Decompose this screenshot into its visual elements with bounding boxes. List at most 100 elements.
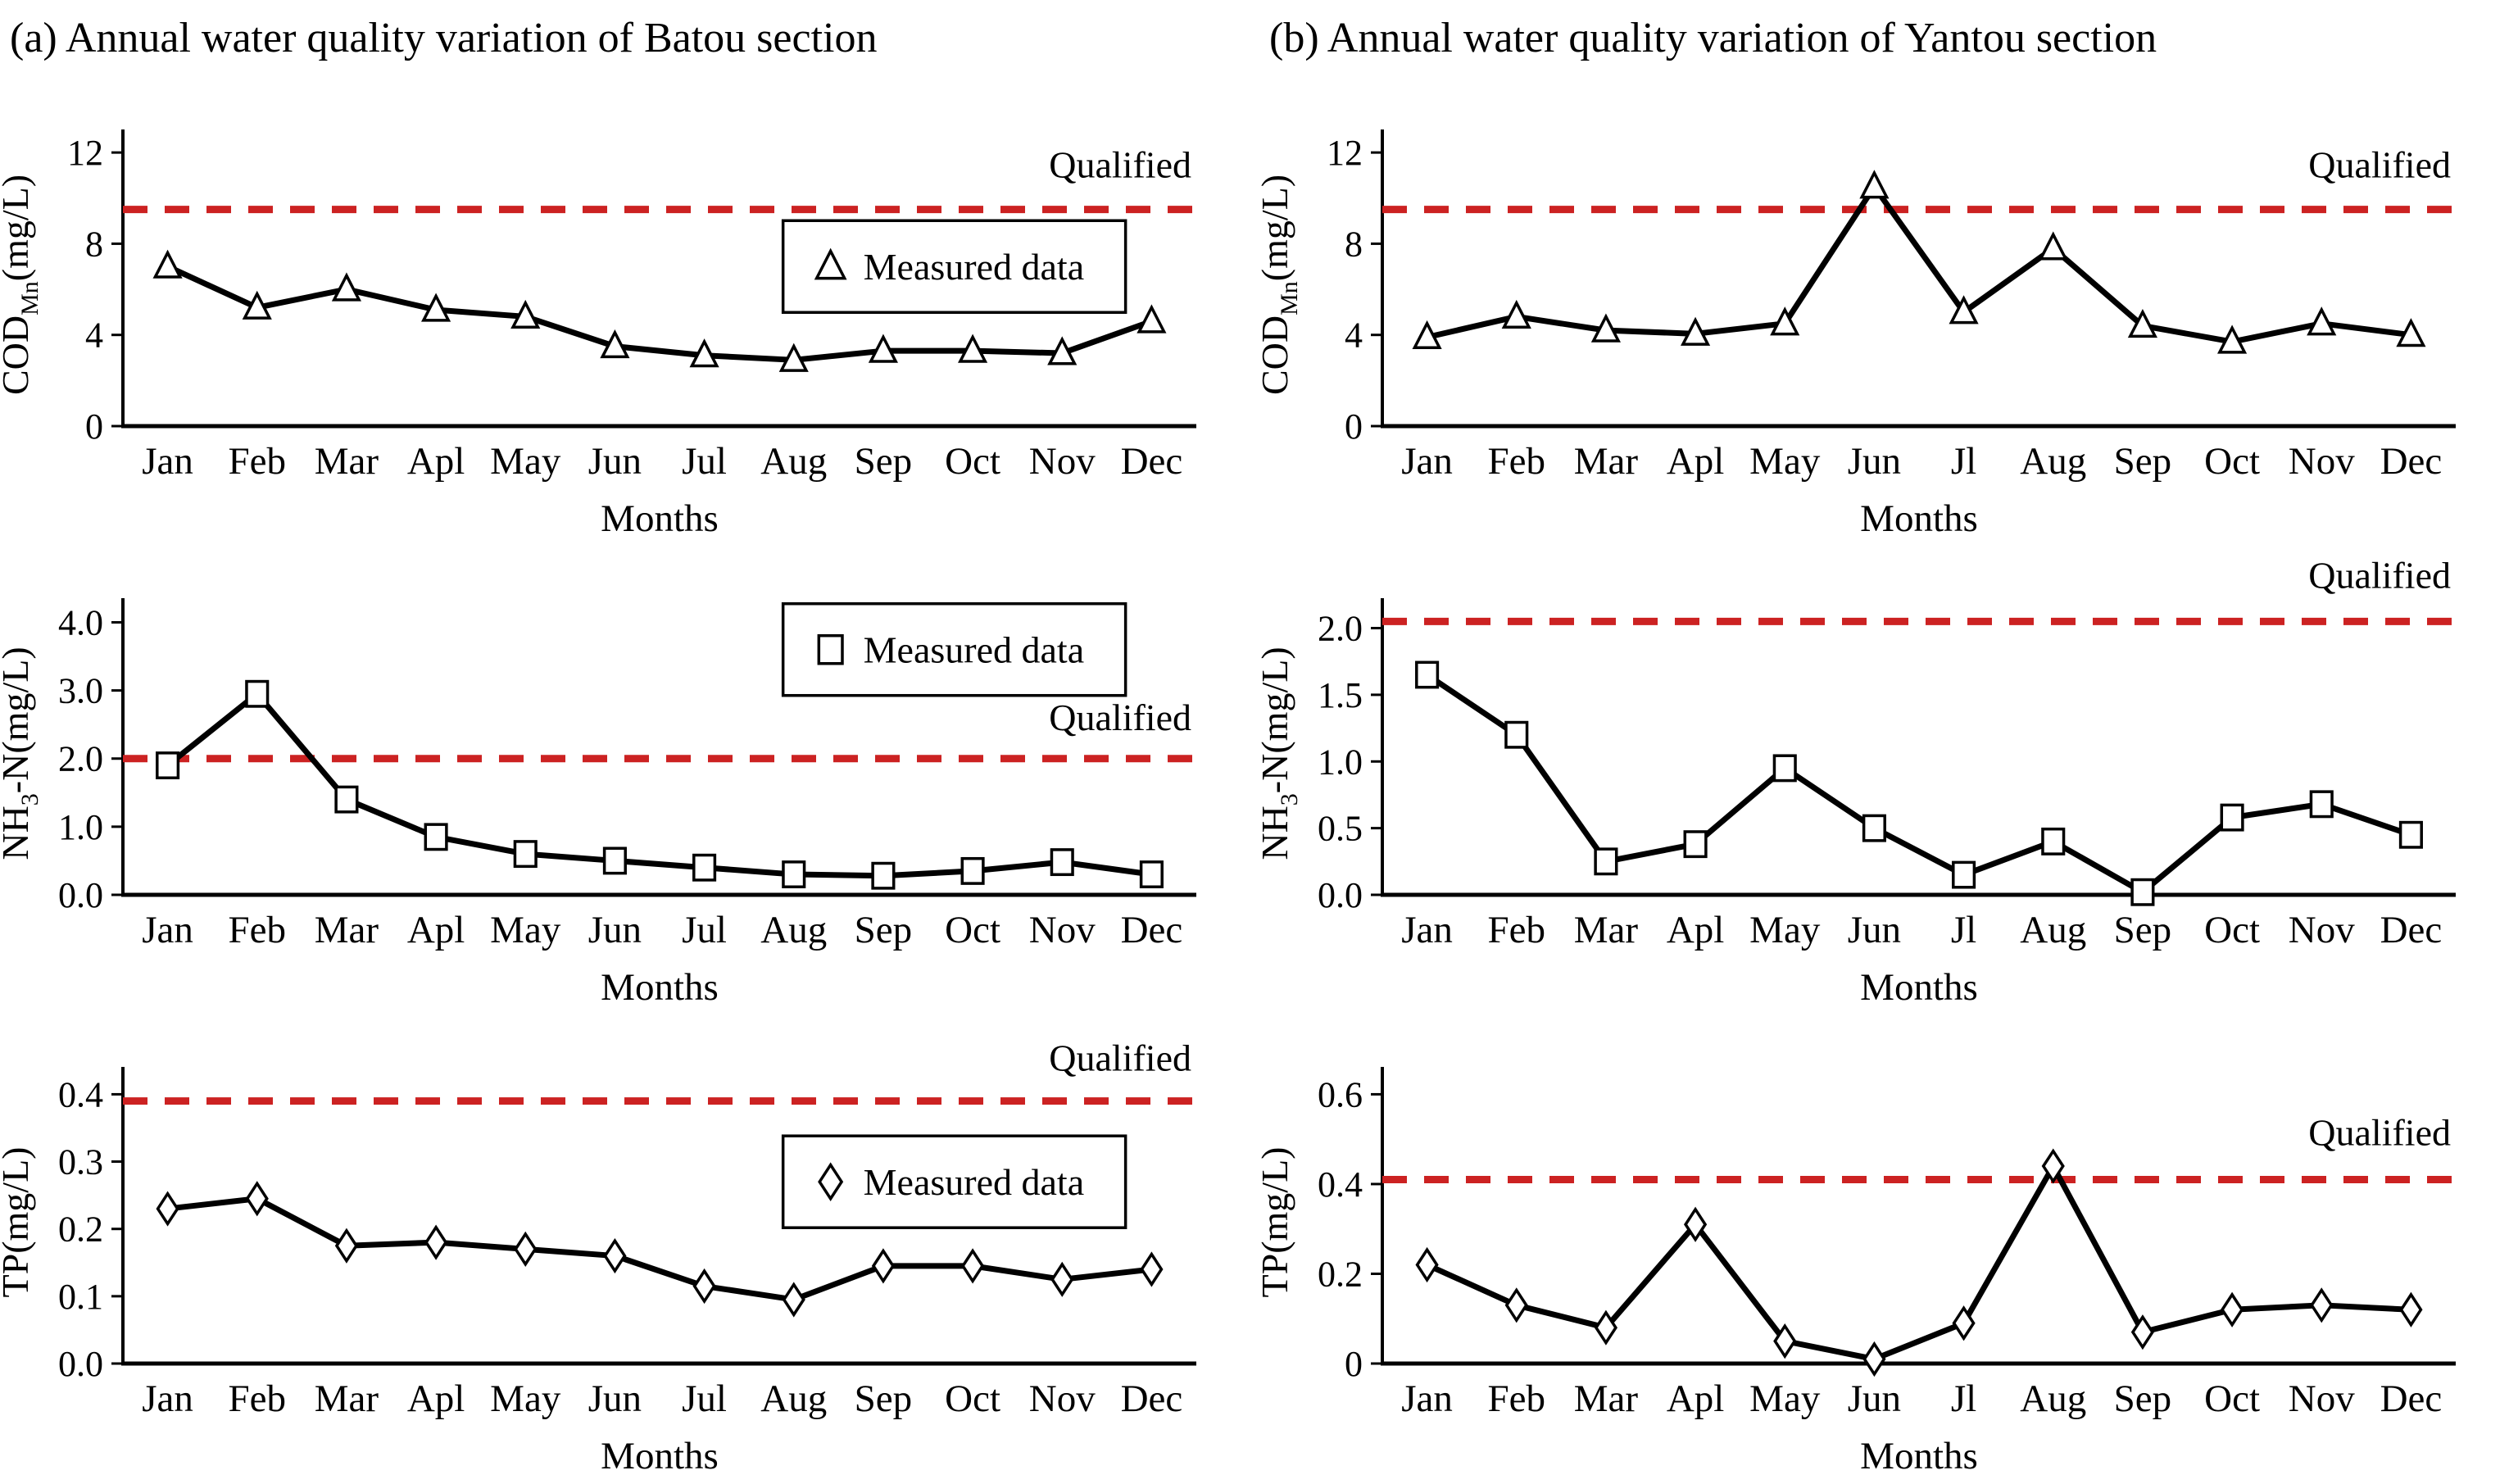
data-point-marker — [1683, 830, 1708, 859]
month-label: Dec — [1121, 909, 1183, 951]
data-point-marker — [2217, 324, 2248, 354]
y-tick-label: 12 — [1327, 133, 1363, 173]
month-label: Jl — [1951, 909, 1976, 951]
x-axis-title: Months — [1860, 1435, 1978, 1477]
data-point-marker — [1594, 847, 1618, 876]
data-point-marker — [600, 329, 630, 359]
month-label: Mar — [315, 909, 379, 951]
month-label: Nov — [1029, 440, 1096, 483]
data-point-marker — [603, 1237, 627, 1274]
data-point-marker — [424, 1224, 448, 1260]
month-label: Jan — [1401, 1377, 1453, 1420]
data-point-marker — [156, 751, 180, 779]
data-point-marker — [334, 1228, 359, 1264]
data-point-marker — [2130, 878, 2155, 906]
chart-nh3n-batou: 0.0 1.0 2.0 3.0 4.0 Qualified Jan Feb Mar Apl May J… — [0, 542, 1259, 1011]
y-tick-label: 1.0 — [1318, 742, 1363, 782]
y-tick-label: 8 — [1345, 224, 1363, 264]
chart-tp-yantou: 0 0.2 0.4 0.6 Qualified Jan Feb Mar Apl May Jun Jl A… — [1259, 1011, 2518, 1480]
data-point-marker — [1770, 306, 1800, 336]
qualified-label: Qualified — [1049, 144, 1191, 186]
chart-tp-yantou-svg: 0 0.2 0.4 0.6 Qualified Jan Feb Mar Apl May Jun Jl A… — [1259, 1067, 2456, 1477]
month-label: Apl — [1667, 909, 1725, 951]
y-tick-label: 0.4 — [1318, 1164, 1363, 1205]
data-point-marker — [1139, 860, 1164, 889]
data-point-marker — [782, 860, 806, 889]
legend-box — [781, 219, 1127, 314]
month-label: Aug — [760, 1377, 827, 1420]
y-tick-label: 0.5 — [1318, 809, 1363, 849]
data-point-marker — [1594, 1309, 1618, 1346]
data-point-marker — [1949, 295, 1979, 324]
y-tick-label: 0 — [1345, 406, 1363, 447]
month-label: Aug — [760, 440, 827, 483]
month-label: May — [490, 909, 561, 951]
month-label: Sep — [2114, 1377, 2172, 1420]
data-point-marker — [1415, 1246, 1439, 1283]
x-axis-title: Months — [601, 966, 719, 1009]
month-label: Oct — [945, 1377, 1000, 1420]
legend-label: Measured data — [864, 629, 1085, 671]
data-point-marker — [1952, 1305, 1976, 1341]
data-point-marker — [782, 1282, 805, 1318]
month-label: Mar — [1574, 440, 1639, 483]
y-tick-label: 0.4 — [58, 1074, 103, 1114]
month-label: May — [490, 440, 561, 483]
x-axis-title: Months — [1860, 497, 1978, 540]
data-point-marker — [871, 861, 896, 890]
month-label: Mar — [315, 440, 379, 483]
data-point-marker — [1504, 720, 1529, 749]
y-tick-label: 4 — [85, 315, 103, 356]
y-tick-label: 0 — [85, 406, 103, 447]
chart-nh3n-batou-svg: 0.0 1.0 2.0 3.0 4.0 Qualified Jan Feb Mar Apl May J… — [0, 598, 1196, 1009]
data-point-marker — [421, 293, 451, 322]
month-label: Jun — [1848, 909, 1901, 951]
month-label: Apl — [407, 440, 465, 483]
month-label: Apl — [407, 1377, 465, 1420]
month-label: Feb — [229, 909, 287, 951]
data-point-marker — [2130, 1314, 2155, 1350]
chart-tp-batou: 0.0 0.1 0.2 0.3 0.4 Qualified Jan Feb Mar Apl May J… — [0, 1011, 1259, 1480]
data-point-marker — [778, 343, 809, 372]
data-point-marker — [2038, 231, 2068, 261]
legend-label: Measured data — [864, 246, 1085, 288]
data-point-marker — [1412, 320, 1442, 350]
y-tick-label: 3.0 — [58, 671, 103, 711]
qualified-label: Qualified — [2308, 1111, 2451, 1153]
data-point-marker — [2220, 803, 2244, 832]
month-label: Feb — [1488, 909, 1546, 951]
month-label: May — [490, 1377, 561, 1420]
month-label: Dec — [2380, 1377, 2443, 1420]
y-tick-label: 0.6 — [1318, 1074, 1363, 1114]
month-label: Aug — [2020, 440, 2086, 483]
month-label: Feb — [1488, 1377, 1546, 1420]
data-point-marker — [1415, 660, 1440, 689]
y-tick-label: 2.0 — [58, 739, 103, 779]
month-label: Mar — [1574, 1377, 1639, 1420]
y-tick-label: 0.0 — [58, 875, 103, 915]
data-point-marker — [156, 1191, 179, 1227]
data-point-marker — [1862, 814, 1886, 842]
panel-b-yantou: (b) Annual water quality variation of Ya… — [1259, 0, 2518, 1484]
y-axis-title: NH3-N(mg/L) — [0, 647, 43, 860]
chart-nh3n-yantou: 0.0 0.5 1.0 1.5 2.0 Qualified Jan Feb Mar Apl May J… — [1259, 542, 2518, 1011]
y-tick-label: 0.3 — [58, 1142, 103, 1182]
data-point-marker — [692, 853, 717, 882]
data-point-marker — [2220, 1291, 2244, 1327]
data-point-marker — [2041, 1148, 2065, 1184]
month-label: Jun — [1848, 440, 1901, 483]
month-label: Nov — [2289, 440, 2355, 483]
month-label: Oct — [2204, 909, 2260, 951]
month-label: Jul — [682, 909, 727, 951]
x-axis-title: Months — [601, 497, 719, 540]
legend-marker — [818, 1162, 844, 1202]
data-point-marker — [424, 823, 448, 851]
data-point-marker — [1050, 1261, 1074, 1297]
y-axis-title: NH3-N(mg/L) — [1259, 647, 1303, 860]
data-point-marker — [513, 840, 538, 869]
data-point-marker — [958, 334, 988, 363]
chart-cod-yantou: 0 4 8 12 Qualified Jan Feb Mar Apl May Jun Jl Aug Sep… — [1259, 74, 2518, 542]
month-label: Oct — [945, 440, 1000, 483]
y-tick-label: 4.0 — [58, 602, 103, 642]
